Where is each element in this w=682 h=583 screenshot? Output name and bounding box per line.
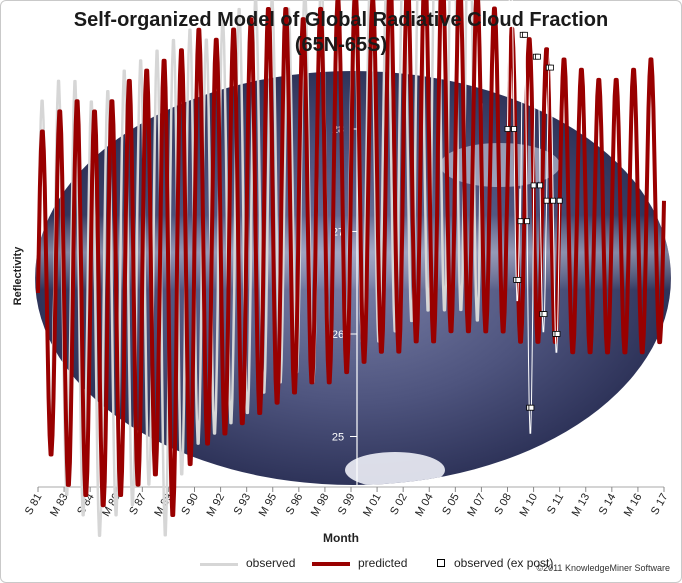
x-tick-label: S 05: [440, 492, 462, 518]
x-axis-label: Month: [323, 531, 359, 545]
ex-post-marker: [550, 197, 556, 204]
y-tick-label: 25: [332, 432, 344, 444]
x-tick-label: M 10: [518, 492, 541, 519]
ex-post-marker: [511, 126, 517, 132]
x-tick-label: M 98: [309, 492, 332, 519]
x-tick-label: S 93: [232, 492, 254, 518]
ex-post-marker: [543, 197, 550, 204]
x-tick-label: M 92: [205, 492, 228, 519]
legend-marker-ex-post: [437, 559, 445, 567]
series-line-observed: [36, 0, 483, 537]
ex-post-marker: [554, 330, 561, 337]
antarctic-ice: [345, 452, 445, 485]
chart-subtitle: (65N-65S): [294, 34, 388, 56]
ex-post-marker: [524, 218, 530, 225]
ex-post-marker: [528, 404, 535, 411]
ex-post-marker: [517, 218, 524, 225]
x-tick-label: M 95: [257, 492, 280, 519]
legend-label-ex-post: observed (ex post): [454, 556, 554, 570]
x-tick-label: S 17: [649, 492, 671, 518]
x-tick-label: S 14: [597, 492, 619, 518]
ex-post-marker: [535, 53, 541, 60]
x-tick-label: M 01: [361, 492, 384, 519]
ex-post-marker: [556, 197, 563, 204]
legend-label-predicted: predicted: [358, 556, 408, 570]
x-tick-label: M 07: [465, 492, 488, 519]
x-tick-label: M 04: [413, 492, 436, 519]
copyright-notice: ©2011 KnowledgeMiner Software: [536, 563, 670, 573]
ex-post-marker: [548, 64, 554, 71]
ex-post-marker: [522, 31, 528, 38]
x-tick-label: S 90: [179, 492, 201, 518]
x-tick-label: S 99: [336, 492, 358, 518]
x-tick-label: S 02: [388, 492, 410, 518]
x-tick-label: S 08: [492, 492, 514, 518]
ex-post-marker: [537, 182, 543, 189]
x-tick-label: S 81: [23, 492, 45, 518]
ex-post-marker: [530, 182, 537, 189]
ex-post-marker: [541, 311, 548, 318]
chart-title: Self-organized Model of Global Radiative…: [73, 9, 609, 31]
x-tick-label: M 16: [622, 492, 645, 519]
legend-label-observed: observed: [246, 556, 296, 570]
plot-series: [36, 0, 666, 537]
y-tick-label: 24: [332, 534, 344, 546]
legend-swatch-predicted: [312, 562, 350, 566]
y-tick-label: 26: [332, 329, 344, 341]
y-axis-label: Reflectivity: [12, 246, 24, 306]
ex-post-marker: [504, 126, 511, 132]
legend-swatch-observed: [200, 563, 238, 566]
series-markers-observed-ex-post: [504, 0, 563, 434]
x-tick-label: S 96: [284, 492, 306, 518]
x-tick-label: M 13: [570, 492, 593, 519]
ex-post-marker: [515, 276, 522, 283]
x-tick-label: S 11: [545, 492, 566, 517]
